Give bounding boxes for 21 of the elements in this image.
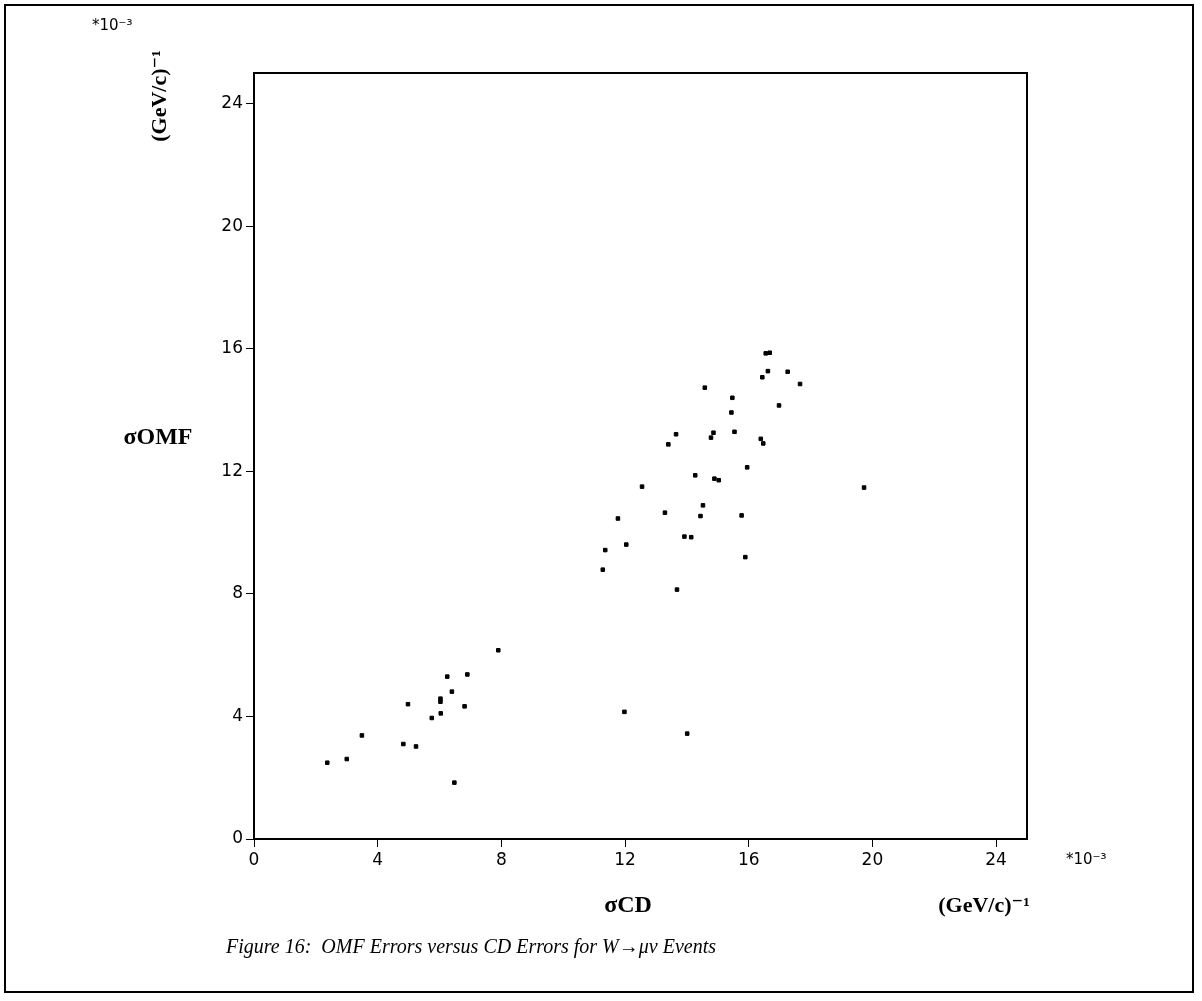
y-tick-label: 12 [221, 459, 243, 480]
y-tick-label: 4 [232, 704, 243, 725]
y-tick-label: 24 [221, 92, 243, 113]
y-tick-label: 16 [221, 337, 243, 358]
y-tick-label: 20 [221, 214, 243, 235]
x-tick-label: 0 [248, 848, 260, 869]
caption: Figure 16: OMF Errors versus CD Errors for W→μν Events [225, 935, 717, 959]
y-tick-label: 8 [232, 582, 243, 603]
text: *10⁻³ [92, 15, 133, 34]
text: (GeV/c)⁻¹ [145, 50, 171, 142]
y-axis-title: σOMF [123, 423, 193, 450]
x-tick-label: 20 [861, 848, 884, 869]
x-tick-label: 12 [614, 848, 636, 869]
x-tick-label: 24 [985, 848, 1007, 869]
text: (GeV/c)⁻¹ [938, 891, 1030, 917]
text: *10⁻³ [1066, 849, 1107, 868]
x-tick-label: 16 [737, 848, 760, 869]
x-tick-label: 8 [495, 848, 507, 869]
x-axis-title: σCD [604, 891, 652, 918]
x-tick-label: 4 [372, 848, 384, 869]
y-tick-label: 0 [232, 827, 243, 848]
